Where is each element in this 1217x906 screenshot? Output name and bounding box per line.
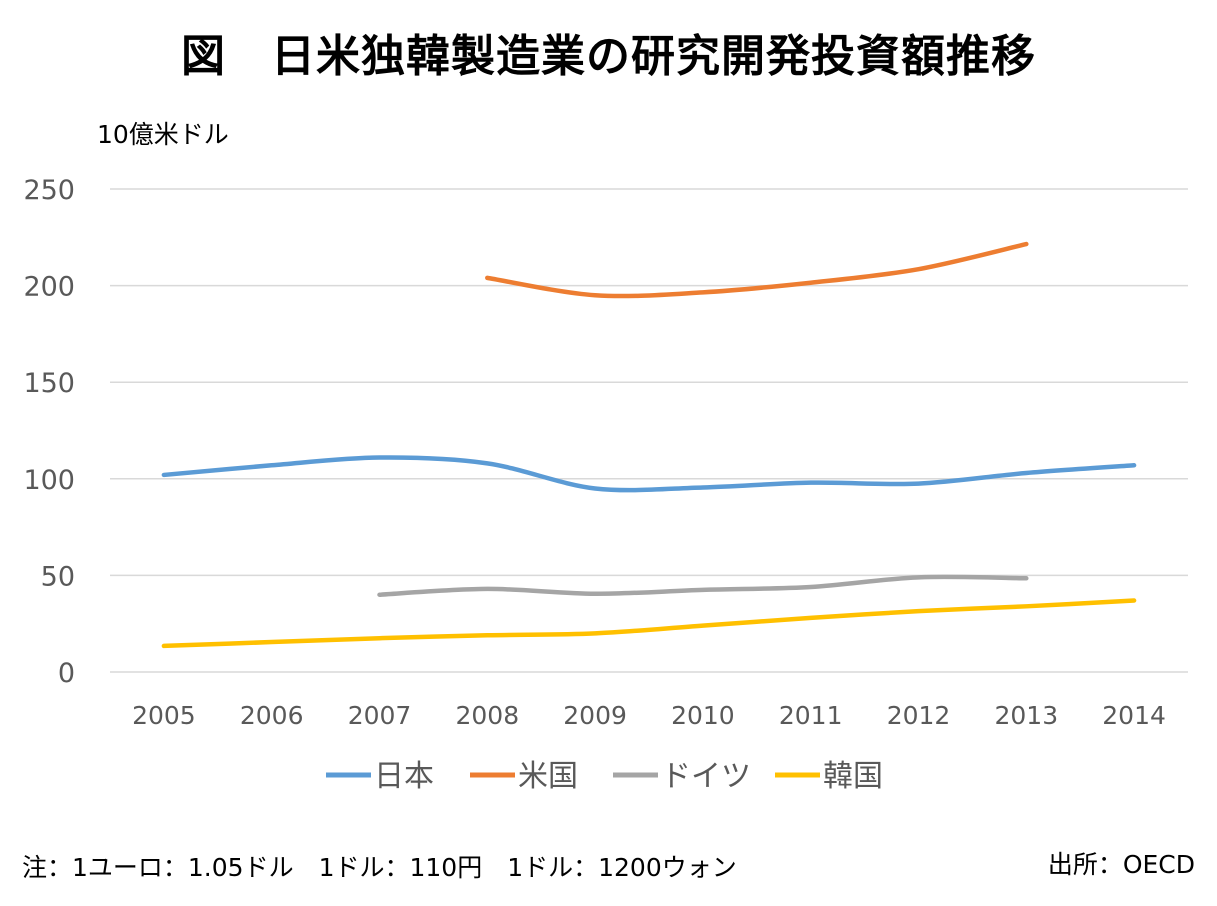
y-tick-label: 100 [23,465,75,496]
x-axis-ticks: 2005 2006 2007 2008 2009 2010 2011 2012 2013 2014 [132,701,1166,730]
legend-label: 米国 [518,759,578,794]
gridlines [110,188,1188,673]
x-tick-label: 2009 [563,701,627,730]
y-tick-label: 250 [23,175,75,206]
x-tick-label: 2014 [1102,701,1166,730]
footnote: 注：1ユーロ：1.05ドル 1ドル：110円 1ドル：1200ウォン [22,853,737,882]
series-line-ドイツ [377,574,1029,597]
y-tick-label: 150 [23,368,75,399]
source-note: 出所：OECD [1047,850,1195,879]
y-axis-unit-label: 10億米ドル [97,120,229,149]
y-tick-label: 0 [58,658,75,689]
y-tick-label: 50 [41,561,75,592]
x-tick-label: 2007 [348,701,412,730]
series-line-韓国 [161,598,1137,649]
x-tick-label: 2012 [887,701,951,730]
chart-title: 図 日米独韓製造業の研究開発投資額推移 [181,31,1036,82]
series-line-米国 [485,241,1029,299]
x-tick-label: 2013 [994,701,1058,730]
legend-label: 韓国 [823,759,883,794]
x-tick-label: 2011 [779,701,843,730]
x-tick-label: 2008 [455,701,519,730]
x-tick-label: 2006 [240,701,304,730]
x-tick-label: 2005 [132,701,196,730]
series-lines [161,241,1137,649]
y-axis-ticks: 0 50 100 150 200 250 [23,175,75,689]
legend-label: 日本 [374,759,434,794]
legend: 日本 米国 ドイツ 韓国 [326,759,883,794]
series-line-日本 [161,455,1137,493]
x-tick-label: 2010 [671,701,735,730]
y-tick-label: 200 [23,272,75,303]
legend-label: ドイツ [661,759,751,794]
